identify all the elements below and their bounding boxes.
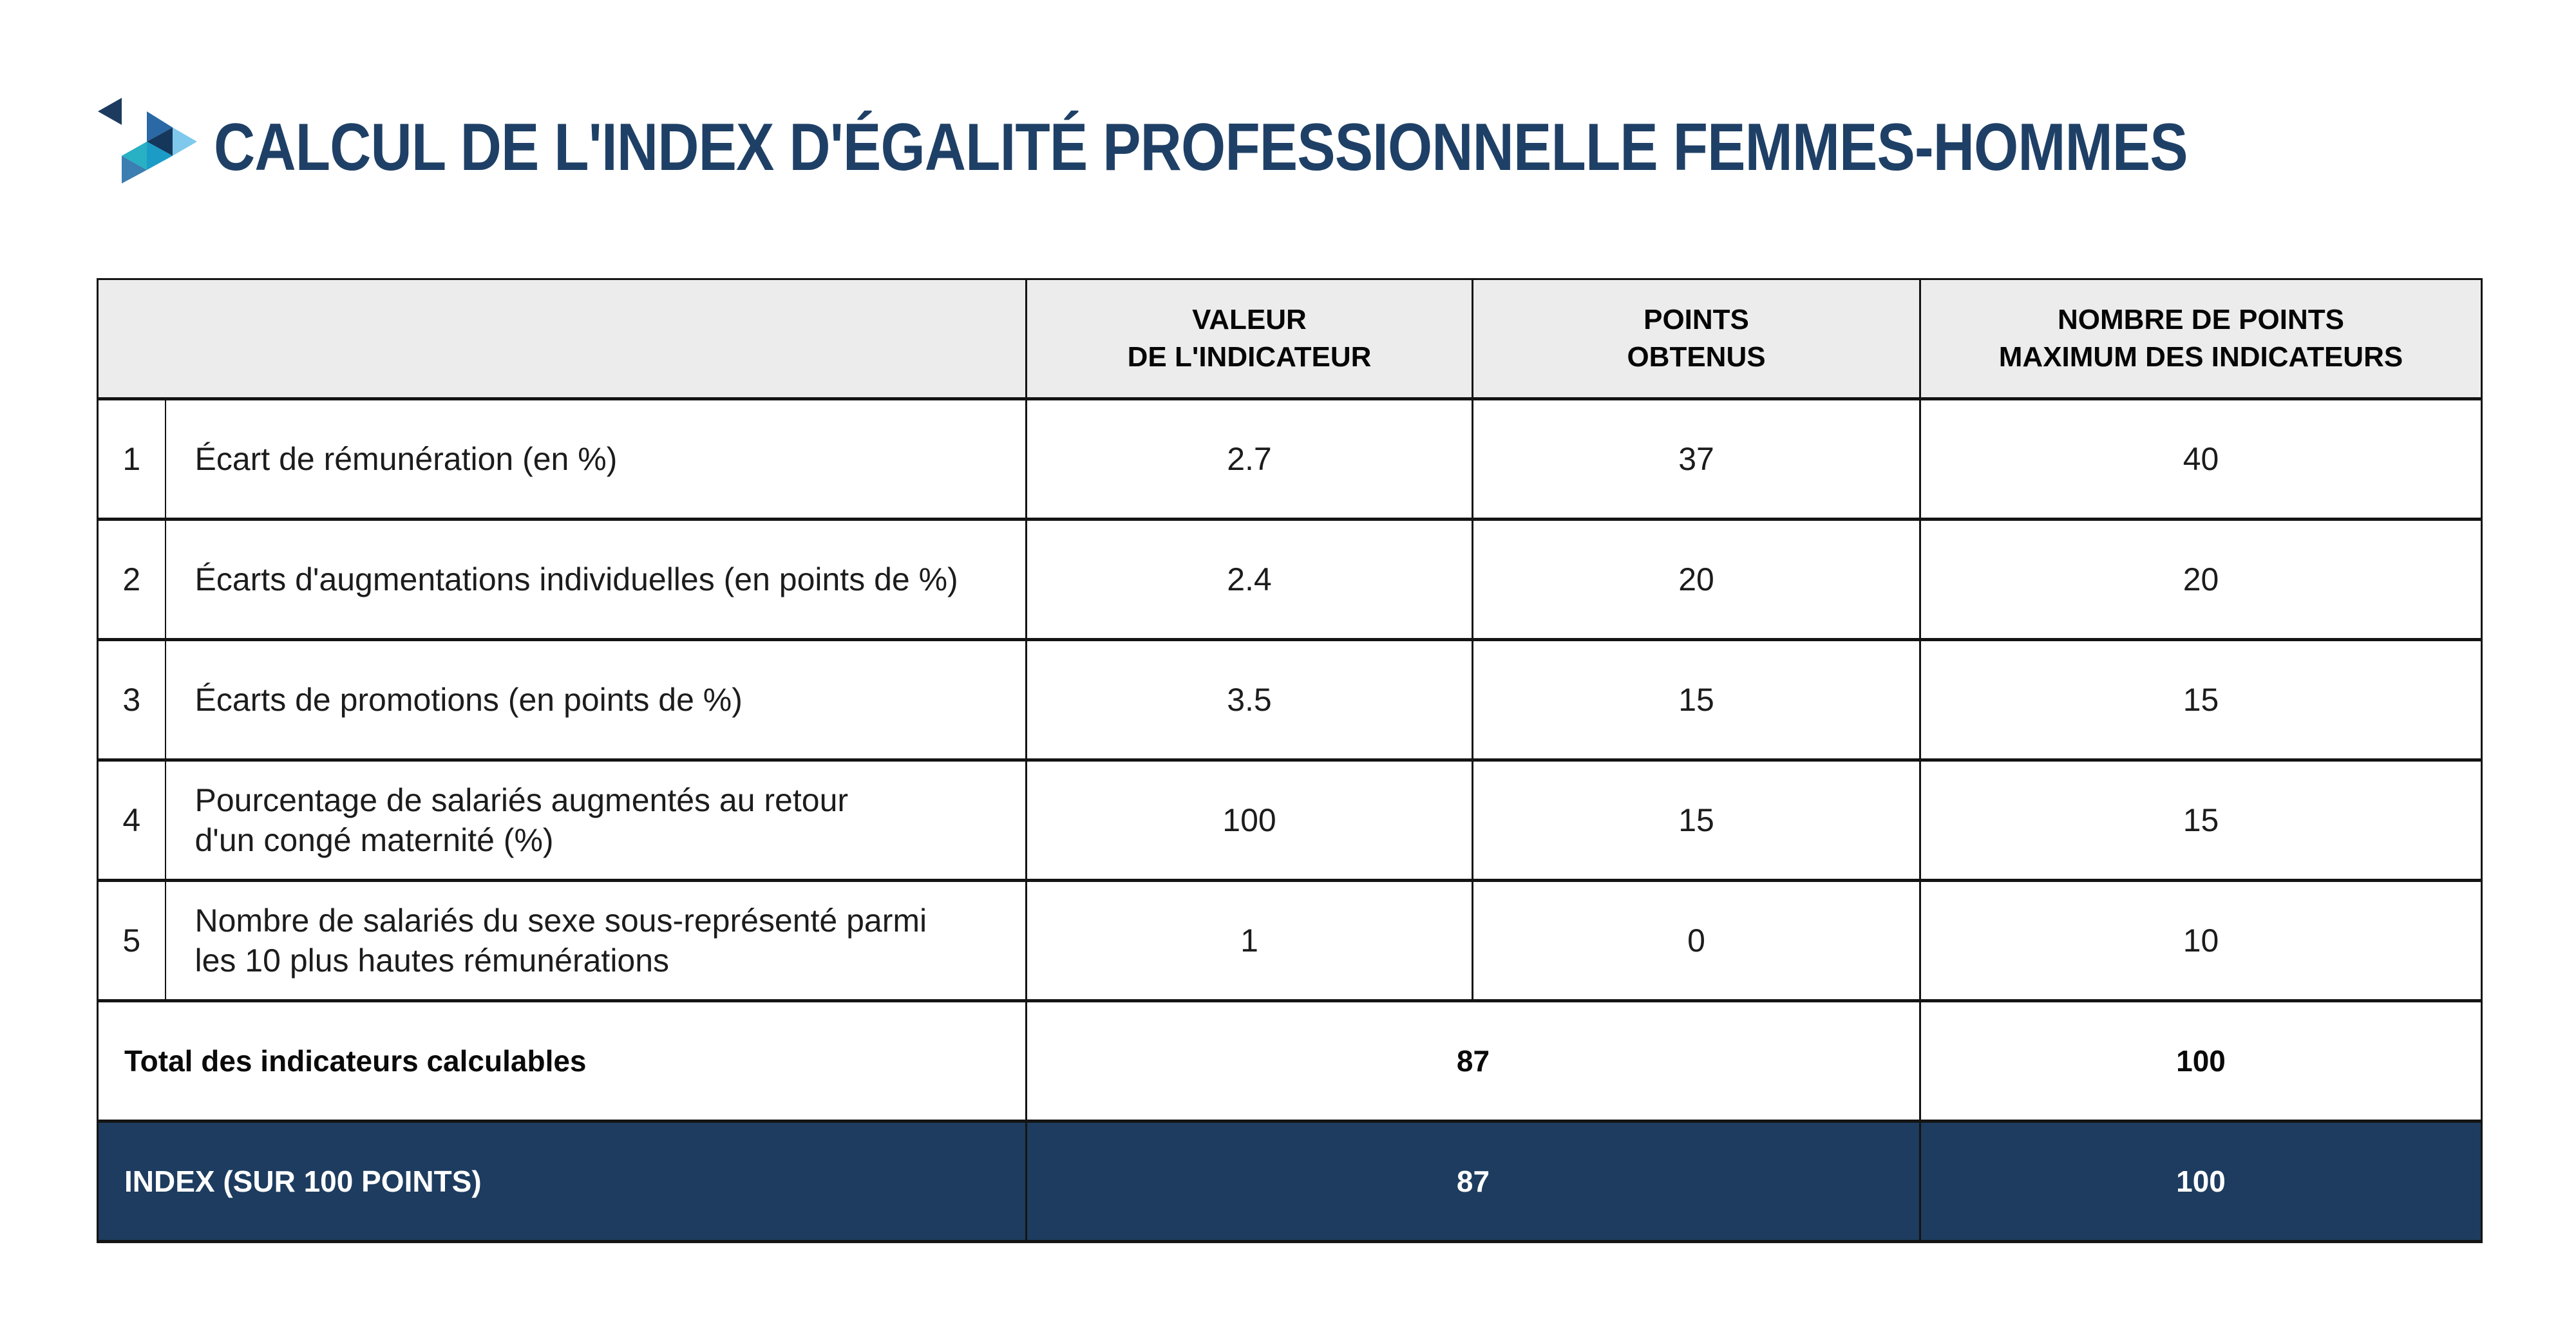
logo-triangle-navy-left	[98, 98, 122, 125]
header-valeur-line2: DE L'INDICATEUR	[1127, 341, 1372, 373]
row-max: 10	[1919, 879, 2482, 1001]
row-number: 5	[97, 879, 166, 1001]
header-valeur-line1: VALEUR	[1192, 303, 1307, 335]
header-cell-valeur: VALEUR DE L'INDICATEUR	[1025, 279, 1473, 399]
header-points-line2: OBTENUS	[1627, 341, 1766, 373]
row-label: Nombre de salariés du sexe sous-représen…	[164, 879, 1027, 1001]
header-max-line1: NOMBRE DE POINTS	[2058, 303, 2344, 335]
row-points: 15	[1472, 758, 1920, 881]
table-row-4: 4 Pourcentage de salariés augmentés au r…	[97, 758, 2482, 881]
header-row: VALEUR DE L'INDICATEUR POINTS OBTENUS NOMB…	[97, 279, 2482, 399]
row-points: 20	[1472, 518, 1920, 640]
row-label: Pourcentage de salariés augmentés au ret…	[164, 758, 1027, 881]
row-valeur: 2.7	[1025, 397, 1473, 520]
header-cell-points: POINTS OBTENUS	[1472, 279, 1920, 399]
total-row: Total des indicateurs calculables 87 100	[97, 999, 2482, 1121]
total-max: 100	[1919, 999, 2482, 1121]
row-number: 2	[97, 518, 166, 640]
row-label: Écart de rémunération (en %)	[164, 397, 1027, 520]
header-cell-max: NOMBRE DE POINTS MAXIMUM DES INDICATEURS	[1919, 279, 2482, 399]
row-label: Écarts d'augmentations individuelles (en…	[164, 518, 1027, 640]
logo-triangle-steel-top	[147, 111, 173, 142]
logo-triangle-teal	[122, 142, 147, 170]
table-row-5: 5 Nombre de salariés du sexe sous-représ…	[97, 879, 2482, 1001]
equality-index-table: VALEUR DE L'INDICATEUR POINTS OBTENUS NOMB…	[97, 278, 2483, 1243]
row-max: 15	[1919, 758, 2482, 881]
row-max: 20	[1919, 518, 2482, 640]
row-valeur: 2.4	[1025, 518, 1473, 640]
logo-triangle-mid-blue	[122, 156, 147, 183]
total-value: 87	[1025, 999, 1920, 1121]
row-valeur: 3.5	[1025, 638, 1473, 760]
logo-triangle-light-blue	[173, 127, 197, 156]
row-valeur: 100	[1025, 758, 1473, 881]
equality-index-table-wrapper: VALEUR DE L'INDICATEUR POINTS OBTENUS NOMB…	[97, 278, 2483, 1243]
row-max: 15	[1919, 638, 2482, 760]
table-row-3: 3 Écarts de promotions (en points de %) …	[97, 638, 2482, 760]
row-label: Écarts de promotions (en points de %)	[164, 638, 1027, 760]
total-label: Total des indicateurs calculables	[97, 999, 1027, 1121]
table-row-2: 2 Écarts d'augmentations individuelles (…	[97, 518, 2482, 640]
page-title: CALCUL DE L'INDEX D'ÉGALITÉ PROFESSIONNE…	[214, 110, 2188, 185]
index-max: 100	[1919, 1120, 2482, 1242]
row-number: 1	[97, 397, 166, 520]
table-row-1: 1 Écart de rémunération (en %) 2.7 37 40	[97, 397, 2482, 520]
index-value: 87	[1025, 1120, 1920, 1242]
index-label: INDEX (SUR 100 POINTS)	[97, 1120, 1027, 1242]
index-row: INDEX (SUR 100 POINTS) 87 100	[97, 1120, 2482, 1242]
row-number: 4	[97, 758, 166, 881]
triangles-arrow-logo-icon	[98, 98, 197, 183]
row-points: 0	[1472, 879, 1920, 1001]
header-points-line1: POINTS	[1643, 303, 1749, 335]
row-number: 3	[97, 638, 166, 760]
row-points: 15	[1472, 638, 1920, 760]
header-cell-empty	[97, 279, 1027, 399]
row-valeur: 1	[1025, 879, 1473, 1001]
row-max: 40	[1919, 397, 2482, 520]
logo-triangle-dark-navy	[147, 127, 173, 156]
row-points: 37	[1472, 397, 1920, 520]
logo-triangle-blue-teal	[147, 142, 173, 170]
header-max-line2: MAXIMUM DES INDICATEURS	[1998, 341, 2403, 373]
